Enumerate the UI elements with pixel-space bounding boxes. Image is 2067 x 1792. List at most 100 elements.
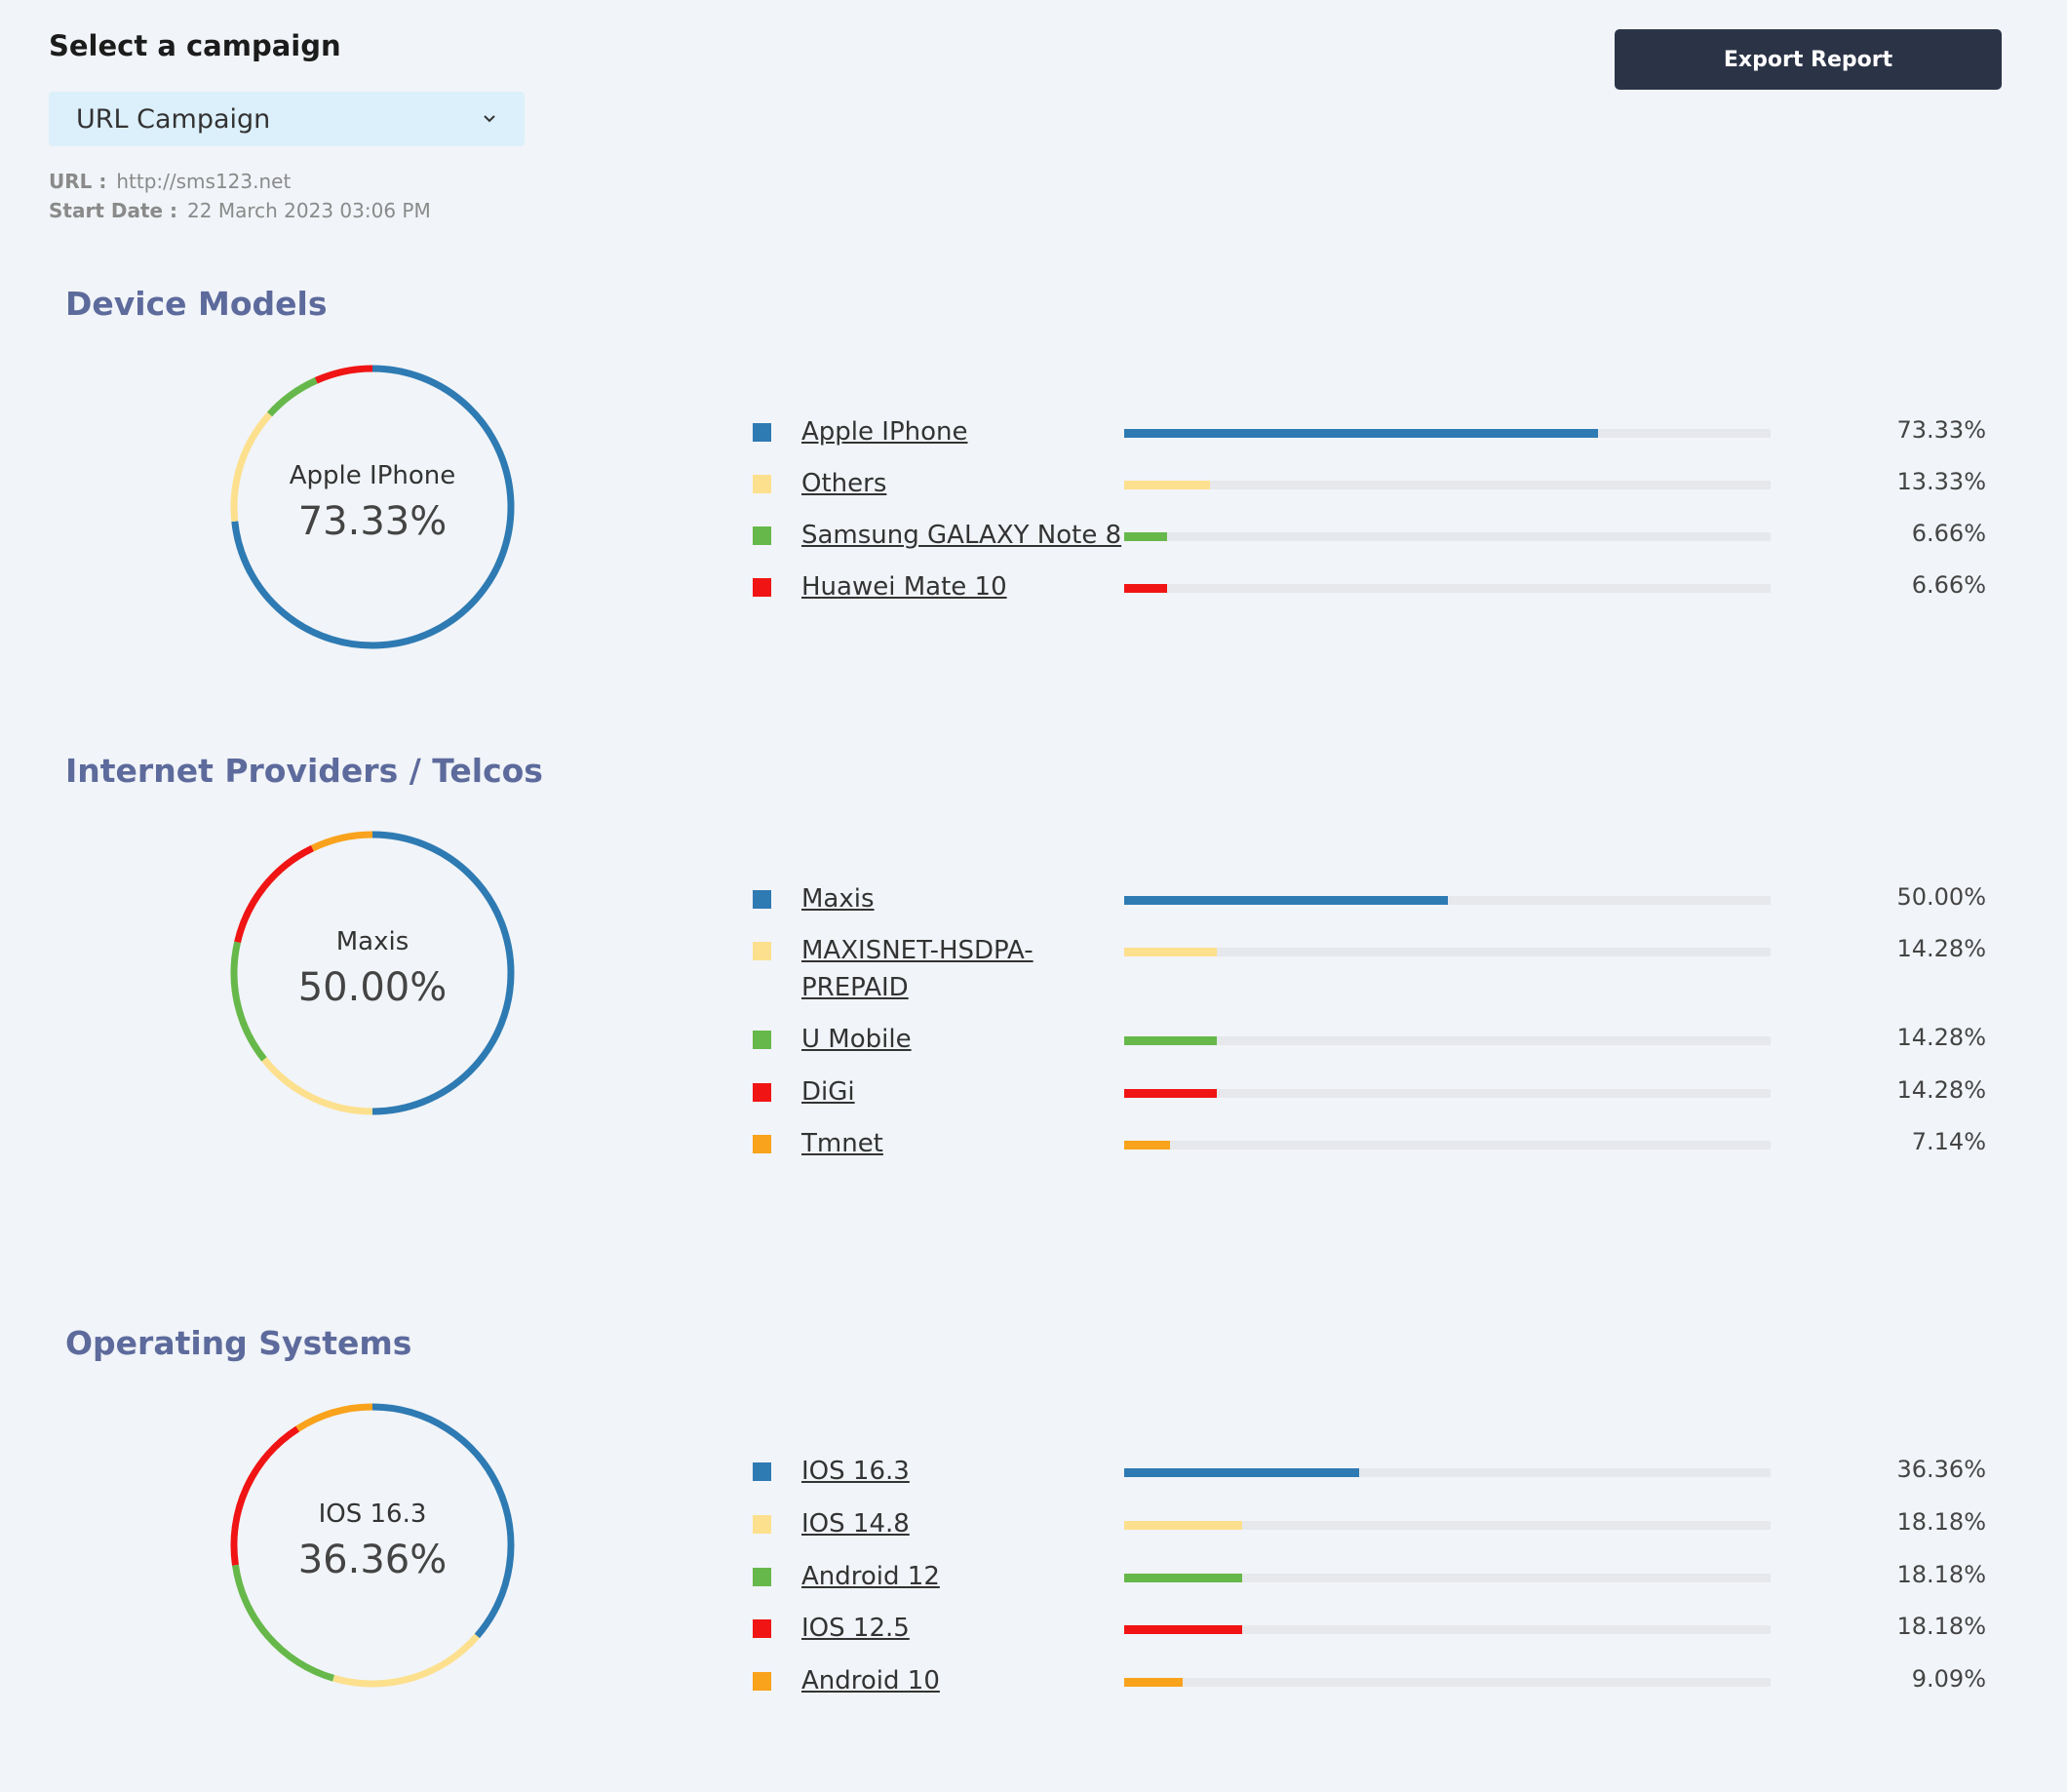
legend-swatch (753, 1672, 771, 1691)
progress-bar-track (1124, 1141, 1771, 1149)
progress-bar-track (1124, 1574, 1771, 1582)
progress-bar-track (1124, 1036, 1771, 1045)
legend-swatch (753, 1031, 771, 1049)
campaign-start-date: Start Date : 22 March 2023 03:06 PM (49, 199, 431, 222)
legend-item-link[interactable]: Huawei Mate 10 (801, 572, 1007, 602)
legend-percent: 14.28% (1896, 1024, 1986, 1051)
progress-bar-track (1124, 896, 1771, 905)
donut-center-value: 73.33% (298, 499, 448, 544)
legend-swatch (753, 1083, 771, 1102)
donut-center-label: IOS 16.3 (319, 1500, 427, 1529)
legend-percent: 6.66% (1911, 520, 1986, 547)
legend-percent: 18.18% (1896, 1613, 1986, 1640)
progress-bar-fill (1124, 1089, 1217, 1098)
legend-swatch (753, 1568, 771, 1586)
legend-swatch (753, 578, 771, 597)
export-report-button[interactable]: Export Report (1615, 29, 2002, 90)
legend-percent: 9.09% (1911, 1665, 1986, 1693)
section-title: Device Models (65, 285, 328, 323)
progress-bar-fill (1124, 948, 1217, 956)
progress-bar-track (1124, 429, 1771, 438)
progress-bar-fill (1124, 1141, 1171, 1149)
donut-segment (371, 1403, 515, 1639)
donut-chart: Maxis 50.00% (230, 831, 515, 1115)
progress-bar-fill (1124, 1036, 1217, 1045)
legend-item-link[interactable]: IOS 12.5 (801, 1614, 910, 1643)
legend-item-link[interactable]: Others (801, 469, 887, 498)
donut-segment (230, 1425, 300, 1566)
legend-percent: 18.18% (1896, 1508, 1986, 1536)
donut-segment (230, 941, 267, 1062)
progress-bar-track (1124, 1521, 1771, 1530)
progress-bar-track (1124, 1625, 1771, 1634)
legend-item-link[interactable]: Android 10 (801, 1666, 940, 1695)
legend-percent: 13.33% (1896, 468, 1986, 495)
legend-item-link[interactable]: IOS 14.8 (801, 1509, 910, 1539)
progress-bar-track (1124, 948, 1771, 956)
donut-segment (295, 1403, 373, 1432)
legend-item-link[interactable]: IOS 16.3 (801, 1457, 910, 1486)
donut-segment (231, 365, 515, 649)
donut-segment (332, 1633, 480, 1688)
progress-bar-fill (1124, 1521, 1242, 1530)
donut-center-label: Maxis (336, 927, 410, 956)
legend-percent: 36.36% (1896, 1456, 1986, 1483)
progress-bar-fill (1124, 481, 1211, 489)
campaign-select[interactable]: URL Campaign (49, 92, 525, 146)
donut-segment (266, 377, 318, 417)
progress-bar-fill (1124, 896, 1448, 905)
donut-center-value: 36.36% (298, 1538, 448, 1582)
progress-bar-fill (1124, 584, 1168, 593)
start-date-key: Start Date : (49, 199, 178, 222)
donut-chart: IOS 16.3 36.36% (230, 1403, 515, 1688)
campaign-select-label: Select a campaign (49, 29, 341, 62)
progress-bar-track (1124, 532, 1771, 541)
legend-percent: 50.00% (1896, 883, 1986, 911)
progress-bar-fill (1124, 429, 1599, 438)
donut-center-label: Apple IPhone (290, 461, 456, 490)
campaign-url: URL : http://sms123.net (49, 170, 291, 193)
url-key: URL : (49, 170, 107, 193)
legend-swatch (753, 423, 771, 442)
progress-bar-track (1124, 481, 1771, 489)
legend-percent: 18.18% (1896, 1561, 1986, 1588)
start-date-value: 22 March 2023 03:06 PM (187, 199, 431, 222)
legend-percent: 7.14% (1911, 1128, 1986, 1155)
donut-chart: Apple IPhone 73.33% (230, 365, 515, 649)
legend-item-link[interactable]: DiGi (801, 1077, 855, 1107)
donut-segment (310, 831, 373, 852)
legend-item-link[interactable]: U Mobile (801, 1025, 912, 1054)
progress-bar-track (1124, 584, 1771, 593)
legend-item-link[interactable]: Maxis (801, 884, 875, 914)
legend-item-link[interactable]: Samsung GALAXY Note 8 (801, 521, 1122, 550)
donut-segment (234, 844, 314, 944)
progress-bar-track (1124, 1678, 1771, 1687)
section-title: Internet Providers / Telcos (65, 752, 543, 790)
section-title: Operating Systems (65, 1324, 412, 1362)
donut-segment (261, 1057, 372, 1115)
campaign-select-value: URL Campaign (76, 103, 271, 135)
legend-swatch (753, 1515, 771, 1534)
progress-bar-track (1124, 1468, 1771, 1477)
legend-item-link[interactable]: Android 12 (801, 1562, 940, 1591)
legend-item-link[interactable]: Tmnet (801, 1129, 883, 1158)
progress-bar-fill (1124, 1574, 1242, 1582)
legend-percent: 14.28% (1896, 1076, 1986, 1104)
legend-percent: 14.28% (1896, 935, 1986, 962)
legend-percent: 73.33% (1896, 416, 1986, 444)
donut-segment (371, 831, 515, 1115)
legend-swatch (753, 526, 771, 545)
donut-segment (314, 365, 373, 384)
progress-bar-fill (1124, 1625, 1242, 1634)
progress-bar-fill (1124, 1678, 1184, 1687)
legend-swatch (753, 475, 771, 493)
donut-center-value: 50.00% (298, 965, 448, 1010)
legend-item-link[interactable]: Apple IPhone (801, 417, 968, 447)
legend-swatch (753, 1462, 771, 1481)
legend-percent: 6.66% (1911, 571, 1986, 599)
donut-segment (231, 1564, 334, 1682)
progress-bar-fill (1124, 532, 1168, 541)
legend-swatch (753, 1135, 771, 1153)
progress-bar-fill (1124, 1468, 1360, 1477)
legend-item-link[interactable]: MAXISNET-HSDPA-PREPAID (801, 936, 1034, 1002)
